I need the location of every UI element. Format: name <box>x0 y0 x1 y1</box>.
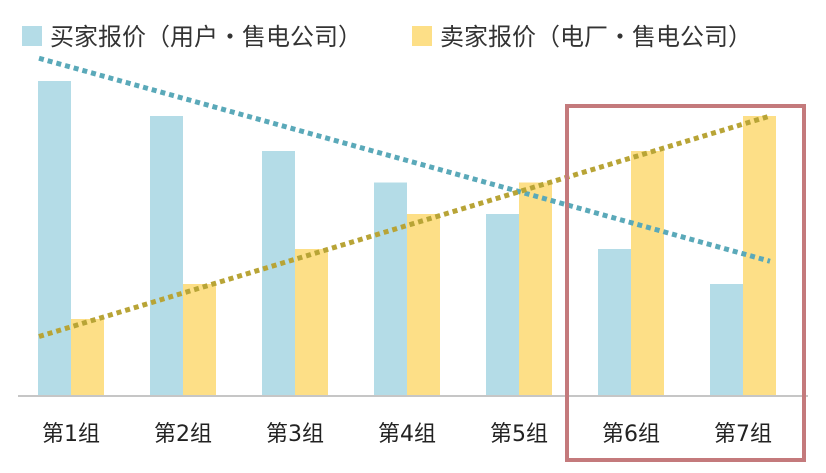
x-tick-label-4: 第4组 <box>378 422 436 447</box>
legend-swatch-buyer <box>22 26 42 46</box>
x-tick-label-5: 第5组 <box>490 422 548 447</box>
bar-buyer-6 <box>598 249 631 396</box>
bar-seller-2 <box>183 284 216 396</box>
x-tick-label-2: 第2组 <box>154 422 212 447</box>
x-tick-label-1: 第1组 <box>42 422 100 447</box>
trendline-buyer <box>38 55 771 264</box>
bar-seller-3 <box>295 249 328 396</box>
x-tick-label-6: 第6组 <box>602 422 660 447</box>
legend-label-buyer: 买家报价（用户・售电公司） <box>50 23 362 51</box>
bar-buyer-1 <box>38 81 71 396</box>
legend-swatch-seller <box>412 26 432 46</box>
bar-buyer-7 <box>710 284 743 396</box>
trendlines <box>38 55 771 339</box>
trendline-seller <box>38 113 771 339</box>
legend: 买家报价（用户・售电公司） 卖家报价（电厂・售电公司） <box>22 23 752 51</box>
bar-seller-5 <box>519 182 552 396</box>
bar-seller-1 <box>71 319 104 396</box>
bar-buyer-2 <box>150 116 183 396</box>
highlight-box <box>565 104 806 462</box>
x-tick-labels: 第1组 第2组 第3组 第4组 第5组 第6组 第7组 <box>42 422 772 447</box>
bar-buyer-3 <box>262 151 295 396</box>
x-tick-label-3: 第3组 <box>266 422 324 447</box>
legend-label-seller: 卖家报价（电厂・售电公司） <box>440 23 752 51</box>
bars <box>38 81 776 396</box>
bar-seller-6 <box>631 151 664 396</box>
bar-buyer-5 <box>486 214 519 396</box>
bar-buyer-4 <box>374 182 407 396</box>
x-tick-label-7: 第7组 <box>714 422 772 447</box>
bar-seller-4 <box>407 214 440 396</box>
